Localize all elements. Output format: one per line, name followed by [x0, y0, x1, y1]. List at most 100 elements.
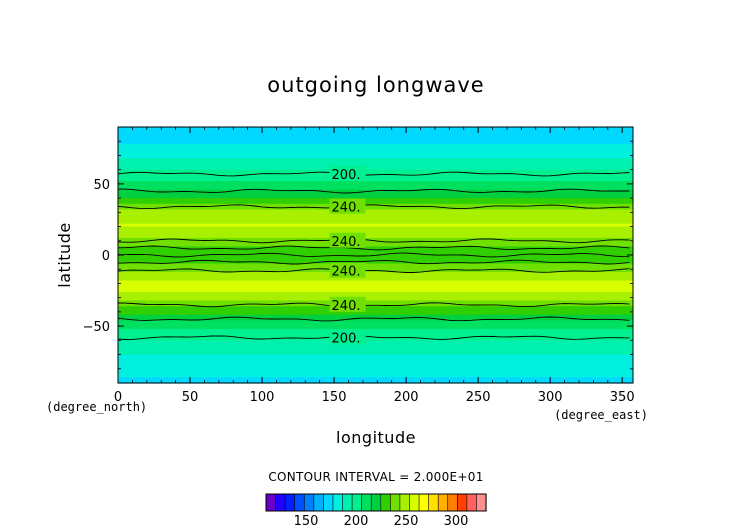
shade-band — [118, 277, 633, 282]
contour-line — [117, 171, 630, 177]
shade-band — [118, 223, 633, 228]
shaded-bands — [118, 127, 633, 384]
contour-line — [117, 259, 630, 265]
x-tick-label: 300 — [538, 390, 563, 405]
contour-label: 240. — [332, 265, 361, 280]
x-tick-label: 350 — [610, 390, 635, 405]
shade-band — [118, 237, 633, 242]
shade-band — [118, 246, 633, 250]
colorbar-swatch — [323, 493, 334, 512]
shade-band — [118, 158, 633, 162]
shade-band — [118, 260, 633, 265]
colorbar-swatch — [313, 493, 324, 512]
colorbar-swatch — [294, 493, 305, 512]
shade-band — [118, 192, 633, 196]
x-tick-label: 200 — [394, 390, 419, 405]
colorbar-tick-label: 150 — [294, 514, 319, 529]
contour-label-bg — [329, 232, 366, 248]
shade-band — [118, 129, 633, 134]
shade-band — [118, 218, 633, 222]
shade-band — [118, 175, 633, 179]
shade-band — [118, 337, 633, 341]
shade-band — [118, 360, 633, 364]
contour-label-bg — [329, 198, 366, 214]
x-tick-label: 50 — [182, 390, 199, 405]
colorbar-tick-label: 250 — [394, 514, 419, 529]
shade-band — [118, 178, 633, 182]
shade-band — [118, 183, 633, 188]
shade-band — [118, 272, 633, 276]
shade-band — [118, 263, 633, 267]
shade-band — [118, 280, 633, 285]
shade-band — [118, 198, 633, 202]
shade-band — [118, 297, 633, 302]
colorbar-swatch — [284, 493, 296, 512]
contour-line — [117, 252, 630, 258]
shade-band — [118, 240, 633, 245]
colorbar-swatch — [390, 493, 401, 512]
shade-band — [118, 149, 633, 154]
colorbar-swatch — [409, 493, 420, 512]
shade-band — [118, 163, 633, 168]
shade-band — [118, 371, 633, 376]
shade-band — [118, 320, 633, 324]
contour-label: 200. — [332, 168, 361, 183]
colorbar-swatch — [476, 493, 487, 512]
colorbar-swatch — [466, 493, 478, 512]
y-unit: (degree_north) — [46, 400, 147, 414]
shade-band — [118, 380, 633, 384]
shade-band — [118, 311, 633, 316]
shade-band — [118, 141, 633, 145]
contour-label: 240. — [332, 235, 361, 250]
colorbar-swatch — [428, 493, 439, 512]
colorbar-swatch — [380, 493, 391, 512]
shade-band — [118, 365, 633, 370]
contour-line — [117, 335, 630, 340]
contour-line — [117, 238, 630, 244]
x-tick-label: 0 — [114, 390, 122, 405]
contour-label-bg — [329, 262, 366, 278]
shade-band — [118, 169, 633, 174]
shade-band — [118, 189, 633, 194]
x-tick-label: 250 — [466, 390, 491, 405]
shade-band — [118, 195, 633, 199]
shade-band — [118, 351, 633, 356]
contour-label-bg — [329, 329, 366, 345]
shade-band — [118, 127, 633, 131]
x-axis-label: longitude — [336, 428, 416, 447]
shade-band — [118, 212, 633, 216]
shade-band — [118, 206, 633, 211]
shade-band — [118, 235, 633, 239]
contour-label: 240. — [332, 299, 361, 314]
y-tick-label: 0 — [102, 249, 110, 264]
colorbar-swatch — [275, 493, 286, 512]
x-axis: 0 50 100 150 200 250 300 350 — [114, 127, 635, 405]
colorbar-swatch — [361, 493, 372, 512]
shade-band — [118, 291, 633, 296]
shade-band — [118, 309, 633, 313]
shade-band — [118, 363, 633, 367]
shade-band — [118, 331, 633, 336]
shade-band — [118, 348, 633, 353]
shade-band — [118, 146, 633, 151]
shade-band — [118, 374, 633, 378]
shade-band — [118, 226, 633, 230]
shade-band — [118, 172, 633, 176]
shade-band — [118, 294, 633, 299]
shade-band — [118, 283, 633, 287]
colorbar-swatch — [265, 493, 277, 512]
colorbar-swatch — [351, 493, 363, 512]
colorbar-swatch — [342, 493, 353, 512]
shade-band — [118, 368, 633, 373]
shade-band — [118, 252, 633, 256]
shade-band — [118, 340, 633, 344]
shade-band — [118, 249, 633, 253]
contour-label: 240. — [332, 201, 361, 216]
contour-line — [117, 302, 630, 308]
plot-area: 200. 240. 240. 240. 240. 200. 0 50 100 150 200 250… — [83, 126, 635, 405]
shade-band — [118, 346, 633, 350]
shade-band — [118, 161, 633, 165]
colorbar-ticks: 150 200 250 300 — [294, 514, 469, 529]
shade-band — [118, 314, 633, 319]
